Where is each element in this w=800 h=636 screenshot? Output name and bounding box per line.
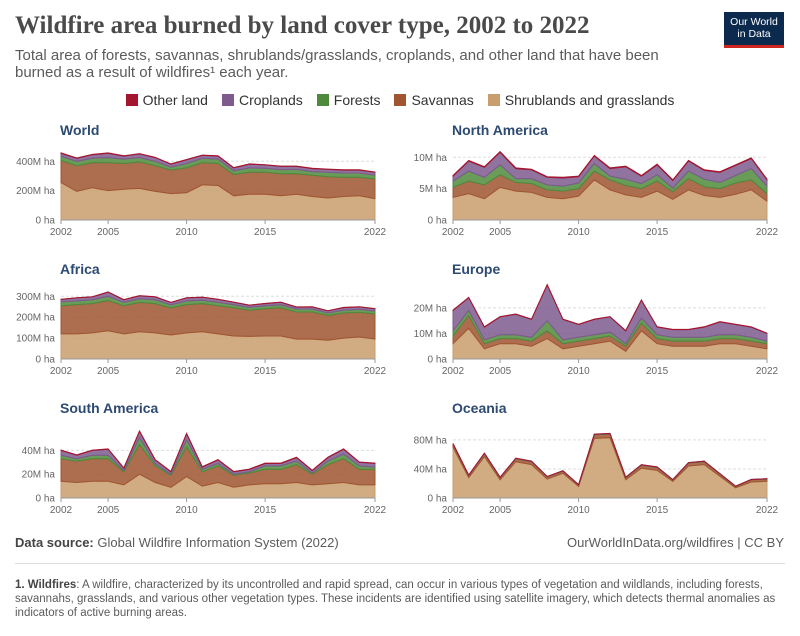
x-tick-label: 2022 [756, 505, 779, 516]
y-tick-label: 200M ha [16, 313, 55, 324]
x-tick-label: 2010 [567, 366, 590, 377]
area-other-land[interactable] [60, 429, 376, 473]
x-tick-label: 2002 [50, 505, 73, 516]
panel-title-north-america: North America [452, 122, 548, 138]
x-tick-label: 2002 [50, 227, 73, 238]
legend-item-croplands[interactable]: Croplands [221, 92, 303, 108]
legend-swatch [221, 94, 234, 106]
y-tick-label: 300M ha [16, 292, 55, 303]
x-tick-label: 2015 [254, 366, 277, 377]
data-source: Data source: Global Wildfire Information… [15, 535, 339, 550]
data-source-label: Data source: [15, 535, 94, 550]
legend-label: Other land [142, 92, 208, 108]
x-tick-label: 2005 [97, 227, 120, 238]
x-tick-label: 2002 [442, 227, 465, 238]
x-tick-label: 2005 [489, 505, 512, 516]
chart-north-america[interactable]: 0 ha 5M ha 10M ha 2002 2005 2010 2015 2022 [407, 145, 779, 245]
chart-europe[interactable]: 0 ha 10M ha 20M ha 2002 2005 2010 2015 2022 [407, 283, 779, 384]
x-tick-label: 2005 [489, 366, 512, 377]
legend-label: Forests [333, 92, 381, 108]
area-other-land[interactable] [60, 152, 376, 173]
x-tick-label: 2002 [442, 505, 465, 516]
x-tick-label: 2005 [97, 366, 120, 377]
y-tick-label: 0 ha [428, 216, 448, 227]
x-tick-label: 2010 [175, 227, 198, 238]
footnote-label: 1. Wildfires [15, 579, 77, 591]
x-tick-label: 2015 [646, 505, 669, 516]
panel-title-oceania: Oceania [452, 400, 507, 416]
legend-swatch [125, 94, 138, 106]
y-tick-label: 20M ha [414, 303, 448, 314]
legend-item-shrublands-grasslands[interactable]: Shrublands and grasslands [487, 92, 675, 108]
x-tick-label: 2022 [756, 366, 779, 377]
legend-label: Shrublands and grasslands [504, 92, 675, 108]
chart-south-america[interactable]: 0 ha 20M ha 40M ha 2002 2005 2010 2015 2022 [15, 423, 387, 523]
x-tick-label: 2010 [175, 366, 198, 377]
owid-logo[interactable]: Our World in Data [724, 12, 784, 48]
panel-title-south-america: South America [60, 400, 159, 416]
y-tick-label: 0 ha [428, 355, 448, 366]
y-tick-label: 10M ha [414, 329, 448, 340]
y-tick-label: 80M ha [414, 435, 448, 446]
x-tick-label: 2022 [364, 505, 387, 516]
logo-line-2: in Data [737, 28, 771, 40]
x-tick-label: 2010 [567, 227, 590, 238]
legend-label: Croplands [238, 92, 303, 108]
x-tick-label: 2015 [646, 227, 669, 238]
legend-swatch [487, 94, 500, 106]
x-tick-label: 2022 [364, 366, 387, 377]
footnote: 1. Wildfires: A wildfire, characterized … [15, 578, 785, 620]
area-other-land[interactable] [452, 150, 768, 182]
x-tick-label: 2015 [646, 366, 669, 377]
chart-oceania[interactable]: 0 ha 40M ha 80M ha 2002 2005 2010 2015 2022 [407, 423, 779, 523]
y-tick-label: 0 ha [36, 216, 56, 227]
panel-title-africa: Africa [60, 261, 100, 277]
chart-world[interactable]: 0 ha 200M ha 400M ha 2002 2005 2010 2015 2022 [15, 145, 387, 245]
y-tick-label: 0 ha [428, 494, 448, 505]
x-tick-label: 2015 [254, 227, 277, 238]
x-tick-label: 2002 [50, 366, 73, 377]
y-tick-label: 400M ha [16, 157, 55, 168]
y-tick-label: 0 ha [36, 494, 56, 505]
y-tick-label: 40M ha [414, 464, 448, 475]
panel-title-world: World [60, 122, 100, 138]
y-tick-label: 10M ha [414, 153, 448, 164]
chart-subtitle: Total area of forests, savannas, shrubla… [15, 47, 659, 81]
footnote-text: : A wildfire, characterized by its uncon… [15, 579, 776, 619]
y-tick-label: 100M ha [16, 334, 55, 345]
y-tick-label: 0 ha [36, 355, 56, 366]
legend-item-savannas[interactable]: Savannas [394, 92, 474, 108]
x-tick-label: 2022 [364, 227, 387, 238]
x-tick-label: 2005 [97, 505, 120, 516]
area-other-land[interactable] [60, 291, 376, 312]
y-tick-label: 200M ha [16, 186, 55, 197]
y-tick-label: 40M ha [22, 446, 56, 457]
x-tick-label: 2022 [756, 227, 779, 238]
legend: Other land Croplands Forests Savannas Sh… [0, 92, 800, 108]
x-tick-label: 2010 [175, 505, 198, 516]
legend-item-other-land[interactable]: Other land [125, 92, 208, 108]
area-shrublands-and-grasslands[interactable] [452, 437, 768, 499]
chart-africa[interactable]: 0 ha 100M ha 200M ha 300M ha 2002 2005 2010 201… [15, 284, 387, 384]
x-tick-label: 2015 [254, 505, 277, 516]
panel-title-europe: Europe [452, 261, 501, 277]
x-tick-label: 2010 [567, 505, 590, 516]
logo-line-1: Our World [730, 16, 778, 28]
area-other-land[interactable] [452, 432, 768, 487]
area-other-land[interactable] [452, 283, 768, 335]
data-source-text[interactable]: Global Wildfire Information System (2022… [97, 535, 339, 550]
y-tick-label: 20M ha [22, 470, 56, 481]
divider [15, 563, 785, 564]
x-tick-label: 2002 [442, 366, 465, 377]
legend-swatch [316, 94, 329, 106]
x-tick-label: 2005 [489, 227, 512, 238]
legend-item-forests[interactable]: Forests [316, 92, 381, 108]
legend-label: Savannas [411, 92, 474, 108]
footer-link[interactable]: OurWorldInData.org/wildfires | CC BY [567, 535, 784, 550]
y-tick-label: 5M ha [419, 184, 447, 195]
chart-title: Wildfire area burned by land cover type,… [15, 12, 590, 39]
legend-swatch [394, 94, 407, 106]
